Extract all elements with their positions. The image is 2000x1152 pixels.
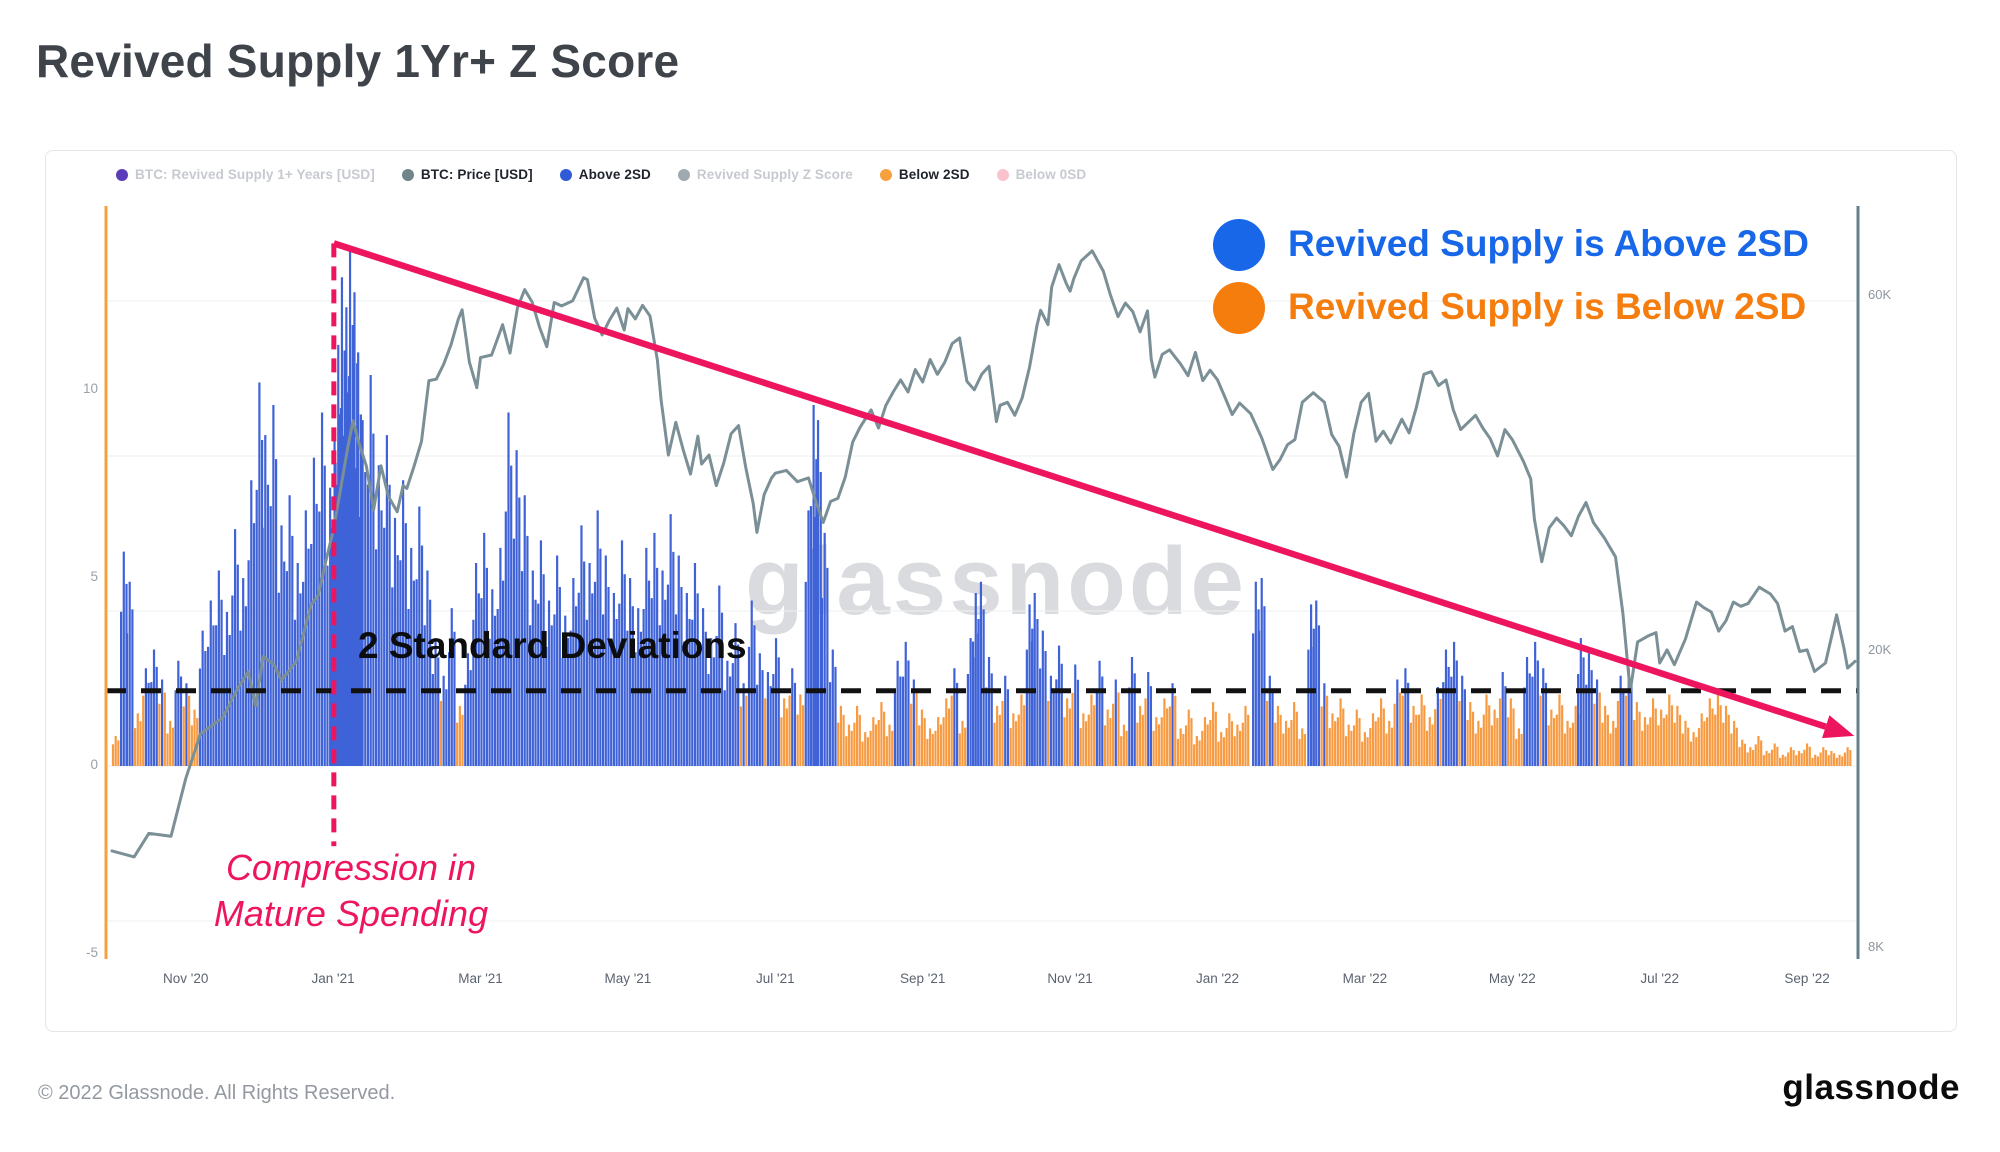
copyright-text: © 2022 Glassnode. All Rights Reserved. (38, 1082, 396, 1104)
legend-dot-icon (996, 168, 1009, 181)
x-axis-tick-label: Sep '21 (900, 971, 946, 986)
y-axis-right-tick-label: 8K (1868, 939, 1884, 954)
trend-arrow-line (332, 240, 1827, 730)
legend-item[interactable]: Above 2SD (559, 167, 651, 182)
chart-card: BTC: Revived Supply 1+ Years [USD] BTC: P… (45, 150, 1957, 1032)
y-axis-left-tick-label: 5 (90, 569, 98, 584)
below-2sd-dot-icon (1213, 282, 1265, 334)
legend-item[interactable]: BTC: Price [USD] (401, 167, 533, 182)
y-axis-right-tick-label: 20K (1868, 642, 1892, 658)
legend-item[interactable]: BTC: Revived Supply 1+ Years [USD] (116, 167, 375, 182)
trend-arrow-head (1822, 715, 1855, 739)
legend-dot-icon (116, 168, 128, 181)
legend-item[interactable]: Below 2SD (879, 167, 970, 182)
legend-item-label: Below 2SD (898, 167, 970, 182)
y-axis-left-tick-label: 0 (90, 757, 98, 772)
legend-item-label: BTC: Revived Supply 1+ Years [USD] (135, 167, 375, 182)
legend-dot-icon (559, 168, 572, 181)
compression-annotation: Compression in Mature Spending (166, 845, 536, 937)
legend-item[interactable]: Below 0SD (996, 167, 1087, 182)
x-axis-tick-label: Jan '22 (1195, 971, 1240, 986)
y-axis-left-tick-label: -5 (85, 945, 98, 960)
legend-item[interactable]: Revived Supply Z Score (677, 167, 853, 182)
y-axis-right-tick-label: 60K (1868, 287, 1892, 302)
compression-line1: Compression in (225, 847, 477, 888)
x-axis-tick-label: Jul '21 (755, 971, 795, 986)
page-title: Revived Supply 1Yr+ Z Score (36, 35, 680, 87)
legend-dot-icon (879, 168, 892, 181)
legend-dot-icon (677, 168, 690, 181)
legend-item-label: Below 0SD (1015, 167, 1087, 182)
compression-line2: Mature Spending (213, 893, 489, 934)
x-axis-tick-label: Mar '21 (458, 971, 503, 986)
below-2sd-annotation: Revived Supply is Below 2SD (1288, 286, 1807, 327)
above-2sd-dot-icon (1213, 219, 1265, 271)
x-axis-tick-label: Nov '20 (163, 971, 209, 986)
legend-item-label: Above 2SD (578, 167, 651, 182)
above-2sd-annotation: Revived Supply is Above 2SD (1288, 223, 1809, 264)
x-axis-tick-label: Jul '22 (1640, 971, 1679, 986)
two-sd-annotation: 2 Standard Deviations (358, 625, 747, 666)
x-axis-tick-label: May '22 (1488, 971, 1536, 986)
btc-price-line (110, 249, 1857, 859)
legend: BTC: Revived Supply 1+ Years [USD] BTC: P… (116, 167, 1086, 182)
x-axis-tick-label: Nov '21 (1047, 971, 1093, 986)
plot-area[interactable] (46, 151, 1958, 1033)
glassnode-logo: glassnode (1782, 1068, 1960, 1107)
x-axis-tick-label: Sep '22 (1784, 971, 1830, 986)
legend-dot-icon (401, 168, 414, 181)
legend-item-label: BTC: Price [USD] (420, 167, 533, 182)
legend-item-label: Revived Supply Z Score (696, 167, 853, 182)
x-axis-tick-label: Jan '21 (311, 971, 355, 986)
y-axis-left-tick-label: 10 (82, 381, 98, 396)
x-axis-tick-label: Mar '22 (1342, 971, 1388, 986)
x-axis-tick-label: May '21 (604, 971, 652, 986)
